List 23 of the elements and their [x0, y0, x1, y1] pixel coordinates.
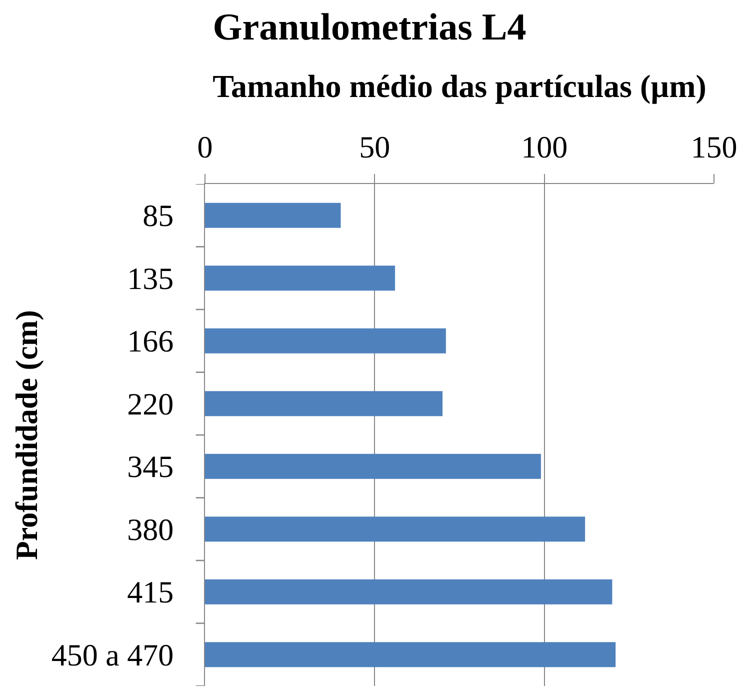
y-tick-label: 220	[127, 386, 174, 422]
bar	[205, 579, 612, 604]
x-tick-label: 150	[690, 129, 738, 164]
chart-title: Granulometrias L4	[212, 6, 526, 48]
y-tick-label: 450 a 470	[51, 637, 174, 672]
bar	[205, 202, 341, 228]
y-axis-title: Profundidade (cm)	[9, 310, 44, 560]
x-tick-label: 50	[359, 129, 390, 164]
y-tick-label: 345	[127, 449, 174, 484]
bar	[205, 328, 446, 354]
x-tick-label: 0	[197, 129, 213, 164]
bar	[205, 454, 541, 479]
bar	[205, 516, 586, 542]
y-tick-label: 85	[142, 198, 174, 234]
bar	[205, 642, 616, 668]
bar	[205, 391, 443, 416]
bar	[205, 266, 396, 291]
y-tick-label: 166	[127, 324, 174, 359]
y-tick-label: 380	[127, 512, 174, 547]
x-axis-title: Tamanho médio das partículas (µm)	[212, 68, 706, 104]
y-tick-label: 135	[127, 260, 174, 296]
y-tick-label: 415	[127, 574, 174, 610]
x-tick-label: 100	[521, 129, 568, 164]
